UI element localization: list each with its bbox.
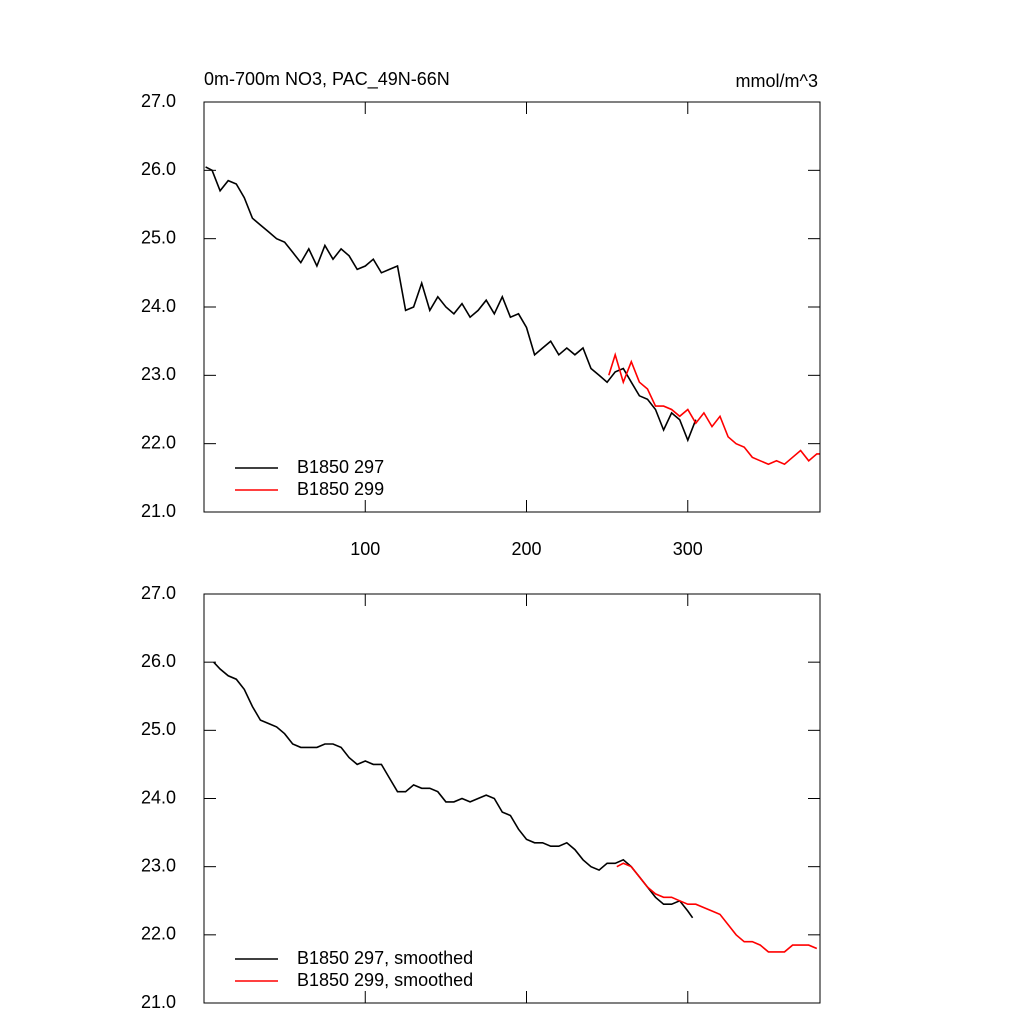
x-tick-label: 200	[511, 539, 541, 559]
y-tick-label: 26.0	[141, 159, 176, 179]
x-tick-label: 100	[350, 539, 380, 559]
chart-title: 0m-700m NO3, PAC_49N-66N	[204, 69, 450, 90]
series-line	[608, 352, 820, 466]
y-tick-label: 25.0	[141, 227, 176, 247]
y-tick-label: 24.0	[141, 296, 176, 316]
y-tick-label: 26.0	[141, 651, 176, 671]
y-tick-label: 21.0	[141, 992, 176, 1012]
y-tick-label: 23.0	[141, 855, 176, 875]
y-tick-label: 22.0	[141, 924, 176, 944]
legend-label: B1850 297, smoothed	[297, 948, 473, 968]
series-line	[213, 661, 694, 919]
plot-frame	[203, 593, 821, 1004]
plot-frame	[203, 101, 821, 513]
y-tick-label: 27.0	[141, 91, 176, 111]
y-tick-label: 23.0	[141, 364, 176, 384]
y-tick-label: 25.0	[141, 719, 176, 739]
x-tick-label: 300	[673, 539, 703, 559]
legend-label: B1850 299	[297, 479, 384, 499]
y-tick-label: 21.0	[141, 501, 176, 521]
legend-label: B1850 299, smoothed	[297, 970, 473, 990]
series-line	[205, 166, 697, 443]
series-line	[616, 862, 818, 953]
y-tick-label: 24.0	[141, 787, 176, 807]
y-tick-label: 27.0	[141, 583, 176, 603]
units-label: mmol/m^3	[736, 71, 818, 91]
legend-label: B1850 297	[297, 457, 384, 477]
y-tick-label: 22.0	[141, 432, 176, 452]
